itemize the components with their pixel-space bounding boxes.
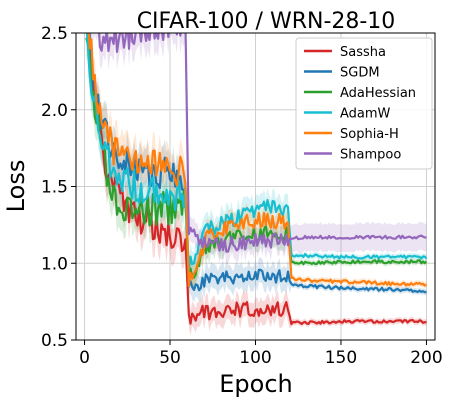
legend-label-shampoo: Shampoo [340,148,401,163]
y-tick-label: 1.0 [41,254,68,274]
legend-label-sassha: Sassha [340,45,386,60]
series-line-sgdm [88,33,427,294]
x-ticks: 0 50 100 150 200 [79,340,443,368]
legend-label-adahessian: AdaHessian [340,86,416,101]
x-tick-label: 50 [159,348,181,368]
series-line-sophia-h [87,33,427,288]
series-line-adamw [85,33,428,272]
x-axis-label: Epoch [219,370,293,398]
y-tick-label: 2.5 [41,24,68,44]
band-shampoo [90,33,427,264]
x-tick-label: 200 [410,348,442,368]
legend-label-sophia-h: Sophia-H [340,127,399,142]
y-tick-label: 2.0 [41,101,68,121]
chart-title: CIFAR-100 / WRN-28-10 [137,9,396,34]
band-adahessian [86,33,427,295]
x-tick-label: 150 [325,348,357,368]
legend: Sassha SGDM AdaHessian AdamW Sophia-H Shampoo [295,37,433,170]
y-tick-label: 0.5 [41,331,68,351]
series-line-shampoo [98,33,427,253]
x-tick-label: 100 [239,348,271,368]
y-ticks: 0.5 1.0 1.5 2.0 2.5 [41,24,76,351]
legend-label-sgdm: SGDM [340,66,380,81]
series-lines [85,33,428,326]
series-line-sassha [87,33,427,326]
y-tick-label: 1.5 [41,178,68,198]
x-tick-label: 0 [79,348,90,368]
legend-label-adamw: AdamW [340,107,391,122]
y-axis-label: Loss [2,160,30,213]
band-sassha [87,33,427,336]
